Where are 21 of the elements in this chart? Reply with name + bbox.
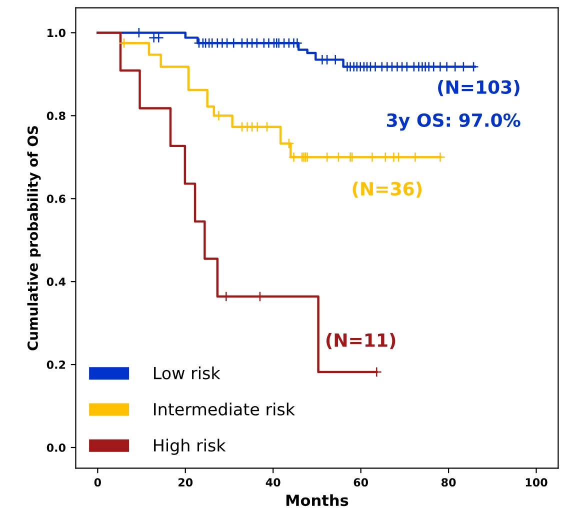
y-tick-label: 0.0	[46, 443, 66, 452]
annotation: (N=36)	[352, 182, 422, 198]
y-tick-label: 0.6	[46, 194, 66, 204]
x-tick-label: 20	[178, 478, 193, 487]
x-tick-label: 80	[441, 478, 456, 487]
legend-label: Intermediate risk	[154, 402, 295, 416]
y-tick-label: 0.4	[46, 278, 66, 286]
x-axis-title: Months	[286, 494, 348, 506]
legend-label: High risk	[154, 438, 226, 455]
y-axis-title: Cumulative probability of OS	[27, 126, 41, 350]
y-tick-label: 0.2	[46, 360, 66, 369]
annotation: 3y OS: 97.0%	[387, 113, 520, 131]
x-tick-label: 60	[354, 478, 368, 487]
annotation: (N=103)	[438, 80, 520, 96]
y-tick-label: 0.8	[46, 112, 66, 120]
annotation: (N=11)	[326, 333, 396, 350]
y-tick-label: 1.0	[48, 28, 66, 38]
x-tick-label: 40	[266, 478, 280, 487]
x-tick-label: 0	[94, 478, 101, 487]
legend-label: Low risk	[154, 366, 220, 380]
x-tick-label: 100	[526, 478, 548, 487]
